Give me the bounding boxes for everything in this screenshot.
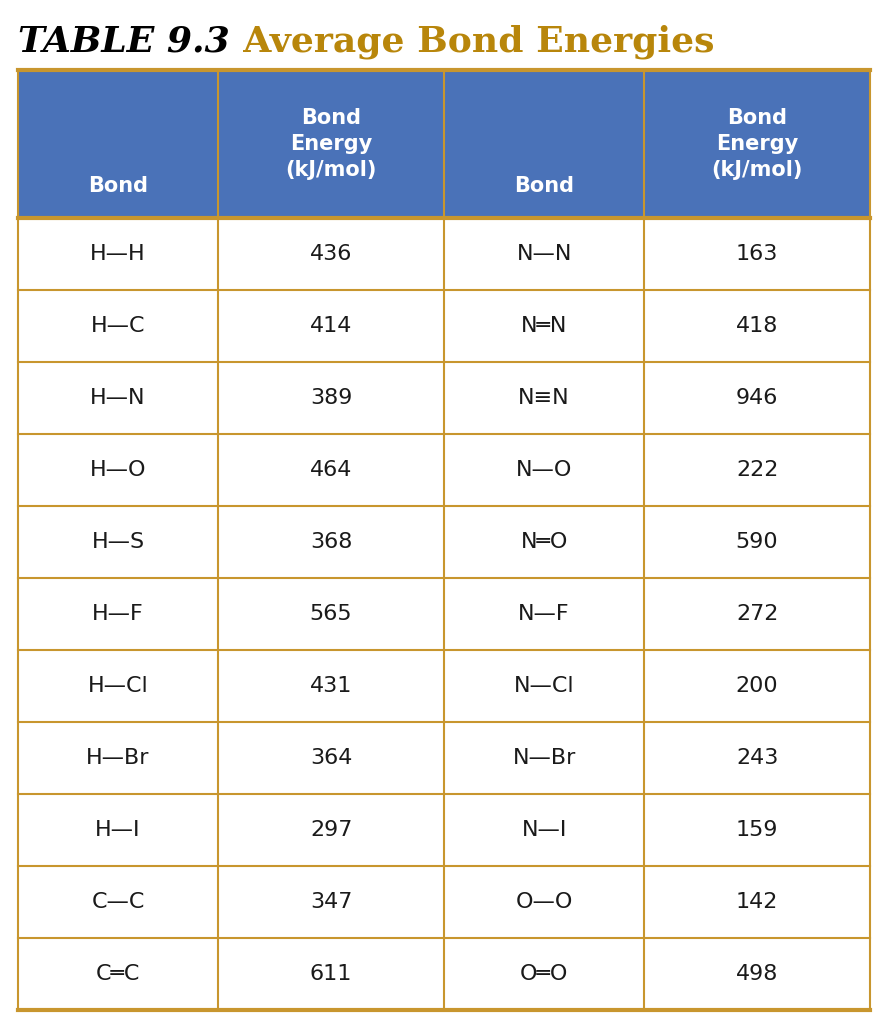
Bar bbox=[18, 650, 870, 722]
Text: 200: 200 bbox=[736, 676, 779, 696]
Text: H—Cl: H—Cl bbox=[88, 676, 148, 696]
Text: N≡N: N≡N bbox=[519, 388, 570, 408]
Bar bbox=[18, 938, 870, 1010]
Text: N—Cl: N—Cl bbox=[514, 676, 575, 696]
Text: H—H: H—H bbox=[91, 244, 146, 264]
Bar bbox=[18, 290, 870, 362]
Text: N—Br: N—Br bbox=[512, 748, 575, 768]
Text: O—O: O—O bbox=[515, 892, 573, 912]
Text: 243: 243 bbox=[736, 748, 778, 768]
Bar bbox=[18, 434, 870, 506]
Text: H—F: H—F bbox=[92, 604, 144, 624]
Text: H—N: H—N bbox=[91, 388, 146, 408]
Text: 611: 611 bbox=[310, 964, 353, 984]
Text: 590: 590 bbox=[736, 532, 779, 552]
Text: 414: 414 bbox=[310, 316, 353, 336]
Text: 565: 565 bbox=[310, 604, 353, 624]
Bar bbox=[18, 362, 870, 434]
Text: N═N: N═N bbox=[521, 316, 567, 336]
Text: N—N: N—N bbox=[517, 244, 572, 264]
Bar bbox=[18, 866, 870, 938]
Text: 159: 159 bbox=[736, 820, 779, 840]
Text: Bond: Bond bbox=[514, 176, 575, 196]
Bar bbox=[18, 70, 870, 218]
Text: 364: 364 bbox=[310, 748, 353, 768]
Text: Average Bond Energies: Average Bond Energies bbox=[218, 25, 715, 59]
Text: 431: 431 bbox=[310, 676, 353, 696]
Text: 436: 436 bbox=[310, 244, 353, 264]
Text: 464: 464 bbox=[310, 460, 353, 480]
Bar bbox=[18, 794, 870, 866]
Text: C—C: C—C bbox=[91, 892, 145, 912]
Text: N═O: N═O bbox=[520, 532, 567, 552]
Text: Bond
Energy
(kJ/mol): Bond Energy (kJ/mol) bbox=[285, 109, 377, 179]
Text: H—S: H—S bbox=[91, 532, 145, 552]
Bar bbox=[18, 578, 870, 650]
Text: Bond: Bond bbox=[88, 176, 148, 196]
Bar bbox=[18, 722, 870, 794]
Text: 163: 163 bbox=[736, 244, 778, 264]
Text: Bond
Energy
(kJ/mol): Bond Energy (kJ/mol) bbox=[711, 109, 803, 179]
Text: 368: 368 bbox=[310, 532, 353, 552]
Text: N—I: N—I bbox=[521, 820, 567, 840]
Text: TABLE 9.3: TABLE 9.3 bbox=[18, 25, 230, 59]
Text: N—F: N—F bbox=[519, 604, 570, 624]
Text: H—C: H—C bbox=[91, 316, 146, 336]
Text: H—O: H—O bbox=[90, 460, 147, 480]
Text: 389: 389 bbox=[310, 388, 353, 408]
Text: 222: 222 bbox=[736, 460, 778, 480]
Text: H—Br: H—Br bbox=[86, 748, 150, 768]
Text: 347: 347 bbox=[310, 892, 353, 912]
Text: O═O: O═O bbox=[519, 964, 568, 984]
Bar bbox=[18, 218, 870, 290]
Bar bbox=[18, 506, 870, 578]
Text: N—O: N—O bbox=[516, 460, 572, 480]
Text: 272: 272 bbox=[736, 604, 778, 624]
Text: 418: 418 bbox=[736, 316, 778, 336]
Text: 297: 297 bbox=[310, 820, 353, 840]
Text: 498: 498 bbox=[736, 964, 778, 984]
Text: 946: 946 bbox=[736, 388, 778, 408]
Text: 142: 142 bbox=[736, 892, 778, 912]
Text: H—I: H—I bbox=[95, 820, 141, 840]
Text: C═C: C═C bbox=[96, 964, 140, 984]
